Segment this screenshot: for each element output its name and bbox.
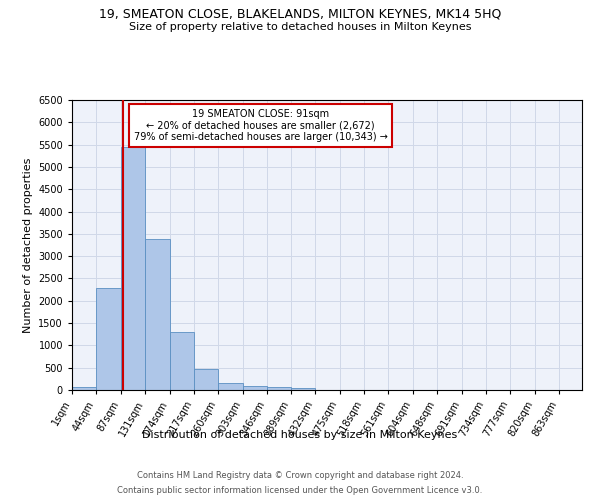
Text: Distribution of detached houses by size in Milton Keynes: Distribution of detached houses by size …	[142, 430, 458, 440]
Bar	[72, 386, 96, 390]
Bar	[194, 369, 218, 390]
Bar	[145, 239, 170, 390]
Bar	[121, 147, 145, 390]
Bar	[291, 388, 316, 390]
Bar	[242, 386, 267, 390]
Y-axis label: Number of detached properties: Number of detached properties	[23, 158, 32, 332]
Bar	[267, 388, 291, 390]
Bar	[170, 332, 194, 390]
Text: Contains public sector information licensed under the Open Government Licence v3: Contains public sector information licen…	[118, 486, 482, 495]
Text: 19 SMEATON CLOSE: 91sqm
← 20% of detached houses are smaller (2,672)
79% of semi: 19 SMEATON CLOSE: 91sqm ← 20% of detache…	[134, 108, 388, 142]
Bar	[96, 288, 121, 390]
Text: Size of property relative to detached houses in Milton Keynes: Size of property relative to detached ho…	[129, 22, 471, 32]
Text: 19, SMEATON CLOSE, BLAKELANDS, MILTON KEYNES, MK14 5HQ: 19, SMEATON CLOSE, BLAKELANDS, MILTON KE…	[99, 8, 501, 20]
Text: Contains HM Land Registry data © Crown copyright and database right 2024.: Contains HM Land Registry data © Crown c…	[137, 471, 463, 480]
Bar	[218, 383, 242, 390]
